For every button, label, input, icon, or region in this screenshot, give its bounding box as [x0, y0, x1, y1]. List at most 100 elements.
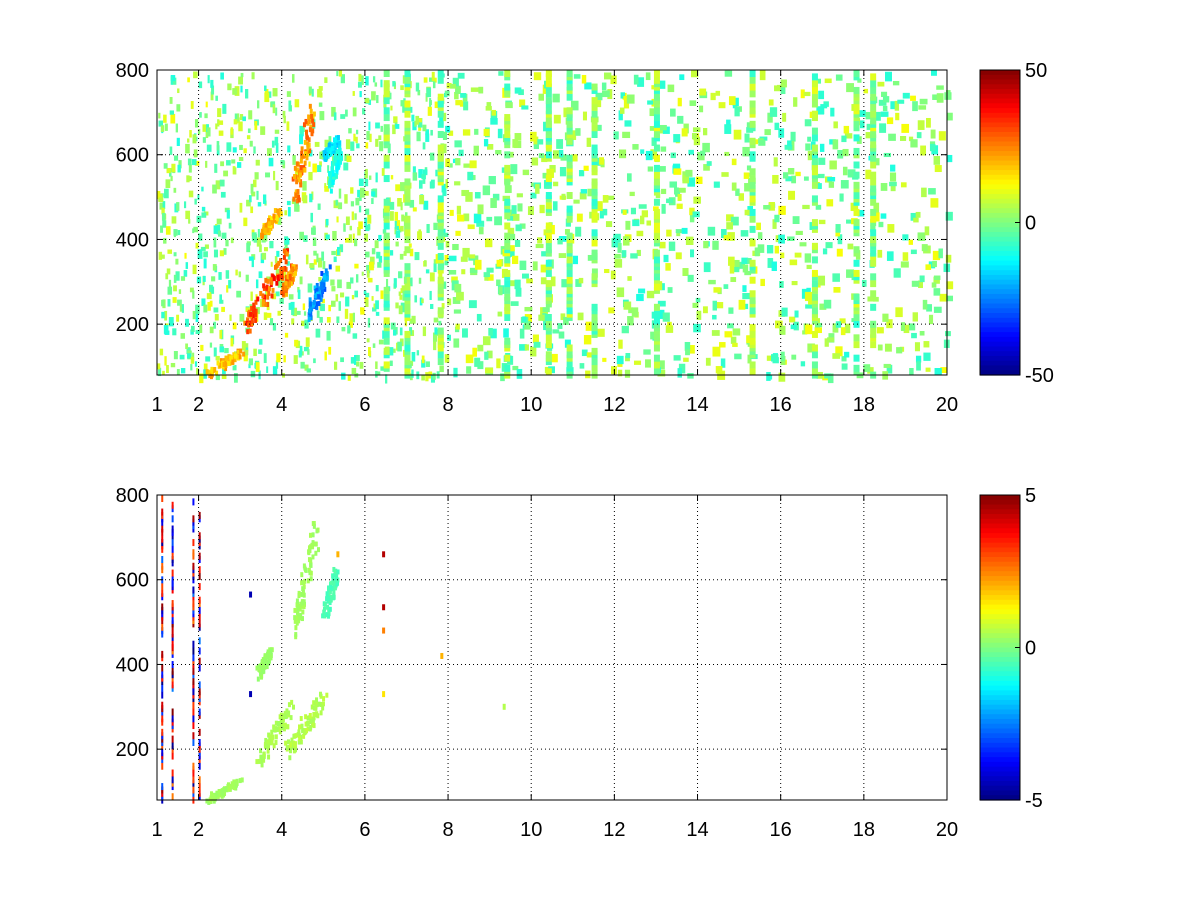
heatmap-cell	[426, 87, 432, 98]
heatmap-cell	[327, 165, 330, 173]
heatmap-feature-cell	[286, 724, 290, 730]
heatmap-feature-cell	[315, 305, 319, 311]
heatmap-cell	[375, 361, 378, 369]
heatmap-cell	[742, 146, 750, 157]
heatmap-cell	[201, 206, 206, 212]
heatmap-cell	[670, 108, 676, 117]
colorbar-swatch	[980, 566, 1020, 572]
heatmap-feature-cell	[297, 177, 301, 183]
heatmap-cell	[677, 115, 684, 124]
heatmap-stripe-cell	[192, 715, 195, 723]
heatmap-stripe-cell	[437, 144, 444, 152]
heatmap-stripe-cell	[504, 232, 511, 240]
heatmap-cell	[175, 271, 180, 281]
heatmap-cell	[394, 211, 399, 221]
heatmap-cell	[190, 101, 194, 109]
heatmap-feature-cell	[299, 179, 303, 185]
heatmap-cell	[820, 104, 828, 109]
heatmap-cell	[350, 277, 354, 284]
heatmap-stripe-cell	[749, 290, 756, 298]
heatmap-cell	[818, 90, 825, 100]
heatmap-cell	[840, 327, 846, 336]
heatmap-cell	[438, 270, 443, 280]
heatmap-stripe-cell	[161, 589, 164, 597]
heatmap-cell	[375, 285, 379, 292]
heatmap-cell	[497, 311, 503, 317]
heatmap-cell	[294, 169, 300, 178]
heatmap-feature-cell	[257, 758, 261, 764]
heatmap-cell	[788, 190, 796, 200]
heatmap-stripe-cell	[653, 303, 660, 311]
heatmap-stripe-cell	[198, 596, 201, 604]
heatmap-cell	[703, 262, 711, 273]
heatmap-cell	[357, 81, 362, 88]
heatmap-cell	[519, 223, 526, 229]
heatmap-feature-cell	[307, 317, 311, 323]
heatmap-cell	[591, 268, 598, 278]
heatmap-cell	[411, 369, 414, 378]
heatmap-stripe-cell	[853, 134, 860, 142]
heatmap-cell	[665, 263, 671, 271]
heatmap-cell	[490, 328, 497, 339]
heatmap-feature-cell	[327, 142, 331, 148]
heatmap-cell	[463, 101, 469, 111]
heatmap-cell	[219, 294, 222, 304]
heatmap-cell	[250, 291, 253, 301]
heatmap-stripe-cell	[566, 246, 573, 254]
heatmap-feature-cell	[295, 179, 299, 185]
heatmap-feature-cell	[268, 734, 272, 740]
heatmap-cell	[454, 181, 461, 186]
heatmap-cell	[882, 96, 890, 103]
heatmap-stripe-cell	[192, 640, 195, 648]
heatmap-cell	[728, 96, 736, 106]
heatmap-feature-cell	[329, 181, 333, 187]
heatmap-cell	[209, 284, 213, 293]
heatmap-cell	[173, 252, 177, 257]
colorbar-swatch	[980, 289, 1020, 295]
heatmap-cell	[477, 344, 484, 352]
heatmap-stripe-cell	[383, 232, 390, 240]
heatmap-cell	[400, 85, 404, 91]
heatmap-cell	[415, 82, 420, 92]
heatmap-feature-cell	[284, 280, 288, 286]
colorbar-swatch	[980, 647, 1020, 653]
heatmap-stripe-cell	[437, 327, 444, 335]
x-tick-label: 2	[193, 394, 204, 416]
heatmap-cell	[367, 224, 371, 230]
heatmap-cell	[350, 201, 355, 207]
heatmap-feature-cell	[269, 655, 273, 661]
heatmap-cell	[726, 214, 734, 222]
heatmap-cell	[378, 339, 384, 345]
heatmap-cell	[496, 279, 501, 287]
heatmap-stripe-cell	[171, 667, 174, 675]
heatmap-cell	[355, 274, 359, 283]
heatmap-feature-cell	[314, 711, 318, 717]
heatmap-cell	[575, 279, 582, 287]
heatmap-feature-cell	[252, 309, 256, 315]
heatmap-cell	[367, 214, 372, 224]
heatmap-stripe-cell	[404, 354, 411, 362]
heatmap-cell	[211, 276, 216, 282]
heatmap-cell	[287, 254, 291, 260]
heatmap-cell	[246, 135, 251, 140]
heatmap-cell	[383, 102, 387, 108]
heatmap-stripe-cell	[870, 73, 877, 81]
heatmap-cell	[633, 360, 642, 365]
x-tick-label: 2	[193, 819, 204, 841]
heatmap-cell	[711, 330, 720, 336]
heatmap-feature-cell	[302, 733, 306, 739]
heatmap-feature-cell	[228, 786, 232, 792]
heatmap-cell	[255, 362, 260, 372]
heatmap-feature-cell	[315, 697, 319, 703]
heatmap-stripe-cell	[198, 606, 201, 614]
heatmap-cell	[243, 148, 247, 154]
y-tick-label: 400	[116, 229, 149, 251]
heatmap-cell	[594, 157, 601, 166]
heatmap-cell	[917, 232, 926, 242]
heatmap-stripe-cell	[504, 198, 511, 206]
heatmap-feature-cell	[313, 285, 317, 291]
heatmap-stripe-cell	[437, 263, 444, 271]
colorbar-swatch	[980, 346, 1020, 352]
heatmap-feature-cell	[307, 557, 311, 563]
